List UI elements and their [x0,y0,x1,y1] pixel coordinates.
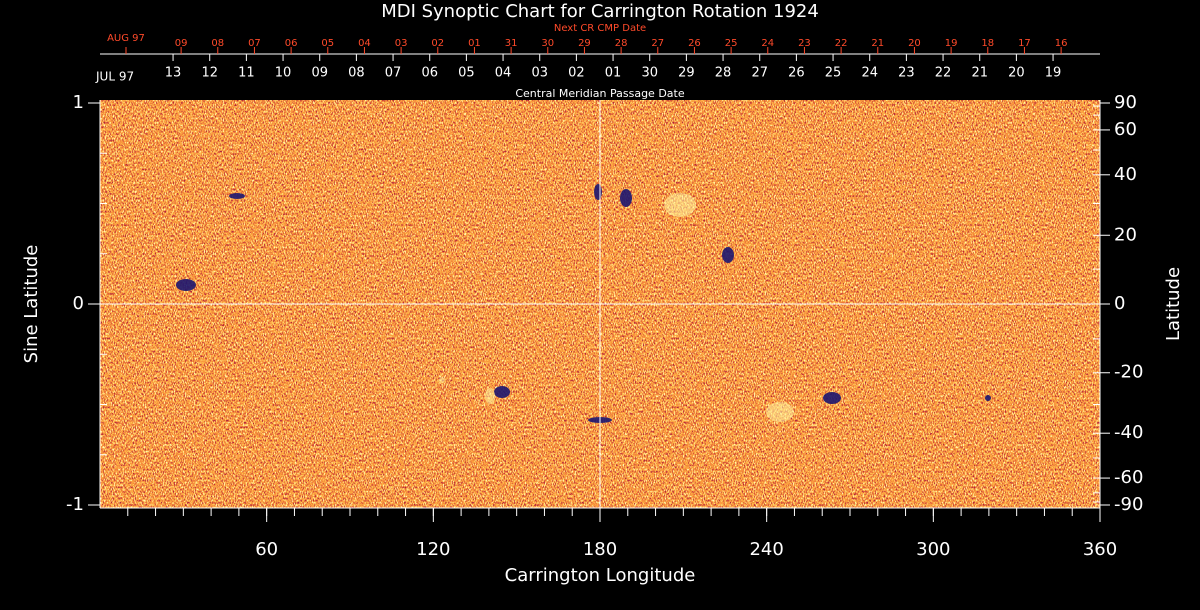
cmp-tick-label: 25 [825,66,842,81]
next-cr-tick-label: 31 [505,38,518,49]
bright-feature [439,377,445,383]
cmp-tick-label: 19 [1045,66,1062,81]
next-cr-tick-label: 06 [285,38,298,49]
next-cr-tick-label: 07 [248,38,261,49]
next-cr-tick-label: 02 [431,38,444,49]
bright-feature [766,402,794,422]
y2-tick-label: 40 [1114,164,1137,185]
y2-tick-label: 0 [1114,293,1125,314]
cmp-tick-label: 24 [861,66,878,81]
cmp-tick-label: 03 [531,66,548,81]
next-cr-tick-label: 24 [761,38,774,49]
magnetic-feature [985,395,991,401]
magnetic-feature [722,247,734,263]
cmp-tick-label: 10 [275,66,292,81]
next-cr-tick-label: 19 [945,38,958,49]
y2-tick-label: -90 [1114,494,1143,515]
next-cr-tick-label: 22 [835,38,848,49]
cmp-tick-label: 04 [495,66,512,81]
next-cr-month: AUG 97 [107,33,145,44]
cmp-tick-label: 26 [788,66,805,81]
chart-title: MDI Synoptic Chart for Carrington Rotati… [381,1,819,22]
cmp-tick-label: 29 [678,66,695,81]
next-cr-tick-label: 09 [175,38,188,49]
next-cr-tick-label: 03 [395,38,408,49]
cmp-tick-label: 09 [311,66,328,81]
x-tick-label: 360 [1083,539,1117,560]
bright-features [439,193,794,422]
next-cr-tick-label: 08 [211,38,224,49]
next-cr-tick-label: 23 [798,38,811,49]
y2-axis-title: Latitude [1163,267,1184,341]
x-tick-label: 240 [749,539,783,560]
x-tick-label: 120 [416,539,450,560]
y2-tick-label: 90 [1114,92,1137,113]
magnetic-feature [620,189,632,207]
next-cr-tick-label: 05 [321,38,334,49]
y2-tick-label: -40 [1114,422,1143,443]
next-cr-tick-label: 25 [725,38,738,49]
next-cr-tick-label: 28 [615,38,628,49]
cmp-tick-label: 07 [385,66,402,81]
magnetic-feature [823,392,841,404]
magnetic-feature [494,386,510,398]
magnetic-feature [229,193,245,199]
next-cr-tick-label: 26 [688,38,701,49]
y-tick-label: 0 [73,293,84,314]
y2-tick-label: 20 [1114,224,1137,245]
cmp-tick-label: 28 [715,66,732,81]
y2-tick-label: -20 [1114,362,1143,383]
x-tick-label: 180 [583,539,617,560]
next-cr-tick-label: 01 [468,38,481,49]
cmp-tick-label: 12 [201,66,218,81]
y-tick-label: 1 [73,92,84,113]
cmp-tick-label: 11 [238,66,255,81]
cmp-tick-label: 20 [1008,66,1025,81]
y2-tick-label: -60 [1114,467,1143,488]
cmp-tick-label: 13 [165,66,182,81]
y2-tick-label: 60 [1114,119,1137,140]
cmp-tick-label: 08 [348,66,365,81]
next-cr-tick-label: 29 [578,38,591,49]
y-tick-label: -1 [66,494,84,515]
cmp-tick-label: 05 [458,66,475,81]
next-cr-tick-label: 30 [541,38,554,49]
cmp-tick-label: 06 [421,66,438,81]
cmp-tick-label: 21 [971,66,988,81]
next-cr-tick-label: 17 [1018,38,1031,49]
cmp-tick-label: 22 [935,66,952,81]
cmp-month: JUL 97 [95,70,134,84]
next-cr-axis-title: Next CR CMP Date [554,23,646,34]
next-cr-tick-label: 04 [358,38,371,49]
y-axis-title: Sine Latitude [21,245,42,364]
x-axis-title: Carrington Longitude [505,565,696,586]
x-tick-label: 300 [916,539,950,560]
next-cr-tick-label: 27 [651,38,664,49]
bright-feature [485,388,495,404]
x-tick-label: 60 [255,539,278,560]
cmp-tick-label: 23 [898,66,915,81]
cmp-tick-label: 01 [605,66,622,81]
next-cr-tick-label: 21 [871,38,884,49]
next-cr-tick-label: 16 [1055,38,1068,49]
cmp-axis-title: Central Meridian Passage Date [515,87,684,100]
cmp-tick-label: 02 [568,66,585,81]
next-cr-tick-label: 20 [908,38,921,49]
magnetic-feature [594,184,602,200]
cmp-tick-label: 27 [751,66,768,81]
bright-feature [664,193,696,217]
cmp-tick-label: 30 [641,66,658,81]
magnetic-feature [176,279,196,291]
next-cr-tick-label: 18 [981,38,994,49]
